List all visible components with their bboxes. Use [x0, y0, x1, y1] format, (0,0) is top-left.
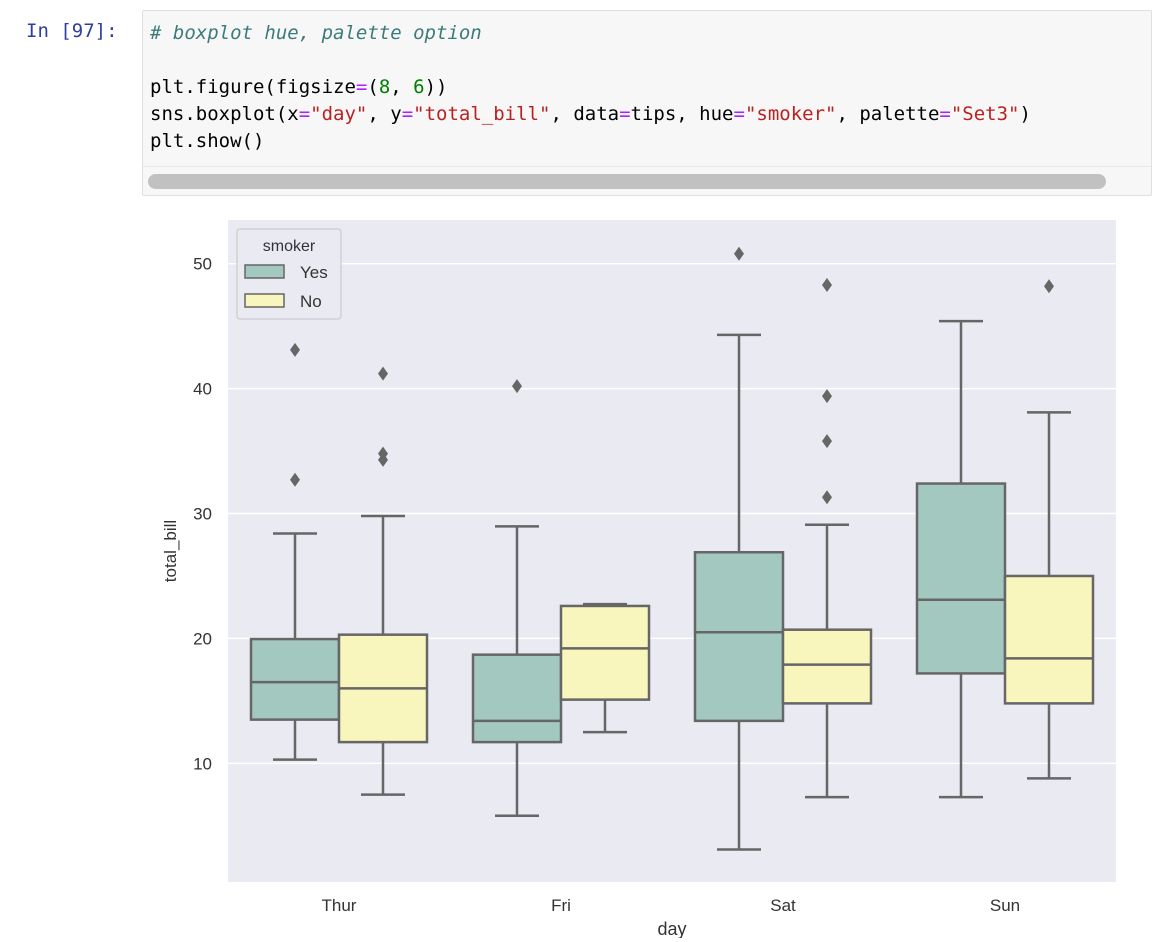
- iqr-box: [559, 604, 651, 701]
- code-line: plt.show(): [150, 130, 264, 152]
- box-yes-sat: [693, 246, 785, 851]
- x-tick-label: Sun: [990, 896, 1020, 915]
- code-token: =: [733, 103, 745, 125]
- code-token: =: [401, 103, 414, 125]
- horizontal-scrollbar[interactable]: [143, 166, 1151, 195]
- code-token: (: [367, 76, 379, 98]
- outlier-marker: [822, 389, 832, 404]
- code-token: "smoker": [744, 103, 837, 125]
- code-token: "Set3": [950, 103, 1020, 125]
- x-tick-label: Thur: [322, 896, 357, 915]
- code-token: , data: [550, 103, 620, 125]
- iqr-box: [693, 550, 785, 723]
- code-token: , y: [367, 103, 402, 125]
- code-token: , palette: [836, 103, 940, 125]
- code-token: ): [1019, 103, 1031, 125]
- boxplot-chart: 10 20 30 40 50 Thur Fri Sat Sun day total_bill smok…: [161, 220, 1116, 938]
- iqr-box: [781, 628, 873, 705]
- code-token: ,: [390, 76, 414, 98]
- y-tick-label: 10: [193, 754, 212, 773]
- code-token: 8: [378, 76, 391, 98]
- code-line: plt.figure(figsize=(8, 6)): [150, 76, 448, 98]
- box-no-sat: [781, 277, 873, 799]
- outlier-marker: [290, 472, 300, 487]
- scrollbar-thumb[interactable]: [148, 174, 1106, 189]
- outlier-marker: [378, 446, 388, 461]
- code-token: 6: [413, 76, 425, 98]
- box-no-sun: [1003, 279, 1095, 780]
- iqr-box: [471, 653, 563, 744]
- x-tick-label: Sat: [770, 896, 796, 915]
- code-token: plt.figure(figsize: [150, 76, 356, 98]
- y-tick-label: 50: [193, 255, 212, 274]
- code-token: "day": [310, 103, 368, 125]
- code-token: )): [424, 76, 448, 98]
- y-tick-label: 20: [193, 629, 212, 648]
- code-token: tips, hue: [630, 103, 734, 125]
- outlier-marker: [822, 434, 832, 449]
- code-editor[interactable]: # boxplot hue, palette option plt.figure…: [150, 20, 1031, 155]
- iqr-box: [1003, 574, 1095, 705]
- legend-label-yes: Yes: [300, 263, 328, 282]
- box-no-fri: [559, 602, 651, 734]
- iqr-box: [249, 637, 341, 721]
- y-axis-label: total_bill: [161, 520, 180, 582]
- code-token: =: [355, 76, 368, 98]
- code-token: # boxplot hue, palette option: [150, 22, 482, 44]
- box-yes-fri: [471, 379, 563, 818]
- y-tick-label: 40: [193, 380, 212, 399]
- outlier-marker: [822, 490, 832, 505]
- outlier-marker: [822, 277, 832, 292]
- legend-swatch-no: [244, 293, 285, 308]
- x-tick-label: Fri: [551, 896, 571, 915]
- code-token: plt.show(): [150, 130, 265, 152]
- iqr-box: [915, 482, 1007, 675]
- outlier-marker: [512, 379, 522, 394]
- code-line: # boxplot hue, palette option: [150, 22, 482, 44]
- legend-title: smoker: [263, 238, 316, 255]
- x-axis-label: day: [657, 919, 686, 938]
- code-token: =: [939, 103, 951, 125]
- code-cell[interactable]: # boxplot hue, palette option plt.figure…: [142, 10, 1152, 196]
- legend: smoker Yes No: [236, 228, 342, 320]
- legend-swatch-yes: [244, 264, 285, 279]
- outlier-marker: [1044, 279, 1054, 294]
- code-token: =: [619, 103, 631, 125]
- code-token: =: [298, 103, 311, 125]
- code-line: sns.boxplot(x="day", y="total_bill", dat…: [150, 103, 1031, 125]
- y-tick-label: 30: [193, 505, 212, 524]
- legend-label-no: No: [300, 292, 322, 311]
- cell-prompt: In [97]:: [26, 20, 118, 42]
- code-token: sns.boxplot(x: [150, 103, 299, 125]
- outlier-marker: [734, 246, 744, 261]
- code-token: "total_bill": [413, 103, 551, 125]
- box-yes-thur: [249, 342, 341, 761]
- outlier-marker: [290, 342, 300, 357]
- outlier-marker: [378, 366, 388, 381]
- box-no-thur: [337, 366, 429, 796]
